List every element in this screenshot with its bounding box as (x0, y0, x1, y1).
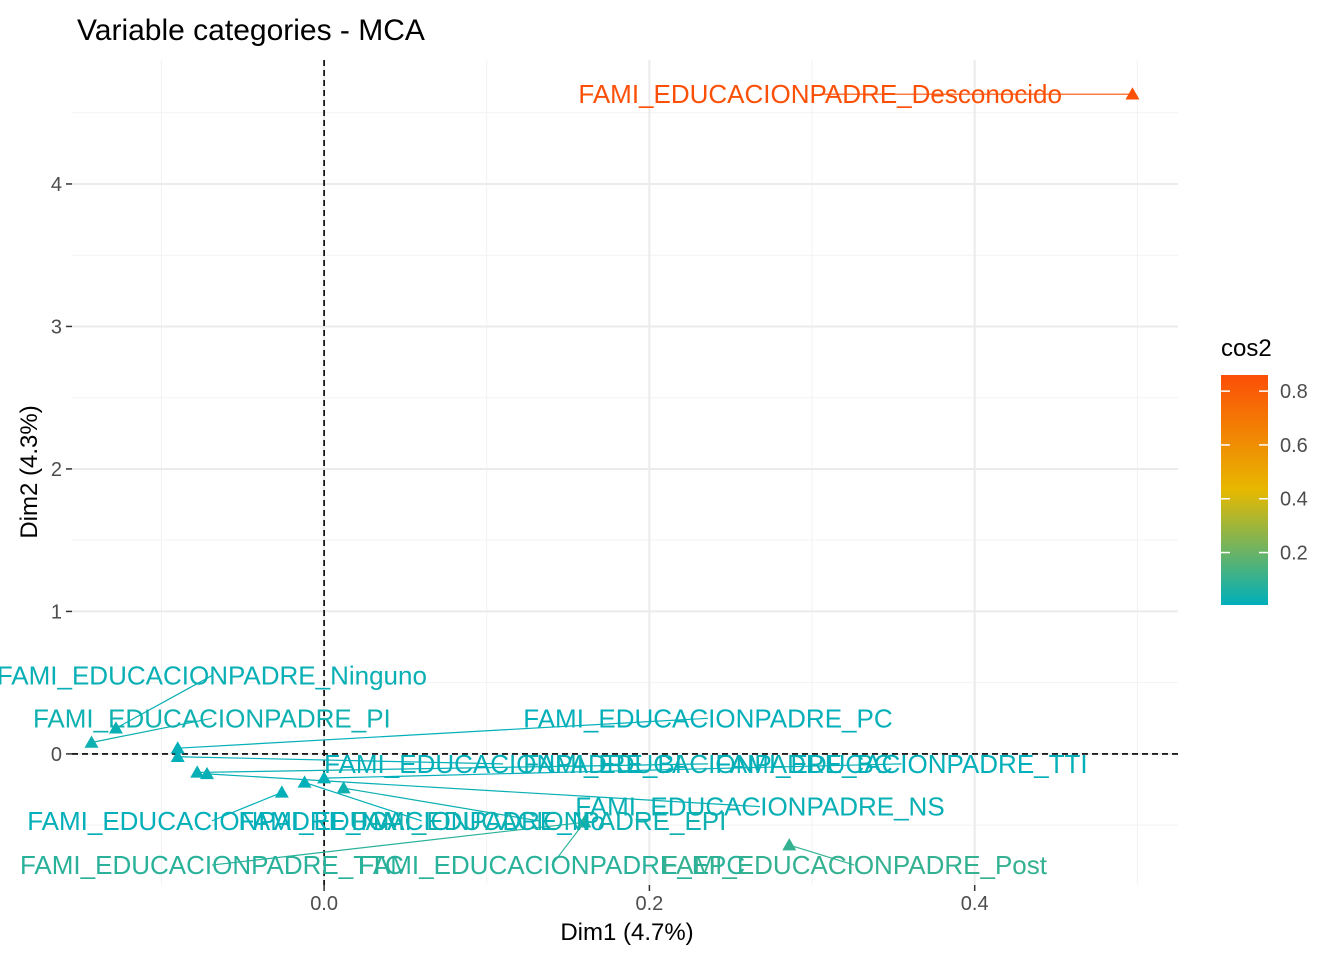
data-point-triangle (1125, 87, 1140, 100)
point-label: FAMI_EDUCACIONPADRE_Desconocido (578, 79, 1062, 109)
label-connector (324, 763, 902, 779)
point-label: FAMI_EDUCACIONPADRE_NS (575, 792, 944, 822)
x-axis-title: Dim1 (4.7%) (560, 919, 693, 946)
label-connector (343, 787, 539, 822)
label-connector (91, 717, 212, 744)
label-connector (211, 821, 585, 866)
data-point-triangle (170, 749, 185, 763)
label-connector (197, 763, 708, 774)
point-label: FAMI_EDUCACIONPADRE_PI (33, 703, 391, 733)
label-connector (206, 773, 761, 808)
data-point-triangle (170, 741, 185, 754)
x-axis-ticks: 0.0 0.2 0.4 (310, 885, 989, 915)
point-label: FAMI_EDUCACIONPADRE_EPC (358, 850, 745, 880)
legend: cos2 0.2 0.4 0.6 0.8 (1221, 335, 1308, 605)
point-label: FAMI_EDUCACIONPADRE_BC (523, 749, 892, 779)
label-connector (211, 791, 283, 822)
point-labels: FAMI_EDUCACIONPADRE_Desconocido FAMI_EDUC… (0, 79, 1088, 880)
data-point-triangle (317, 771, 332, 784)
point-label: FAMI_EDUCACIONPADRE_EPI (351, 806, 726, 836)
data-points (84, 87, 1140, 851)
y-tick-label: 2 (51, 459, 62, 481)
legend-tick-label: 0.4 (1280, 489, 1308, 511)
x-tick-label: 0.0 (310, 893, 338, 915)
y-tick-label: 0 (51, 744, 62, 766)
label-connector (789, 844, 855, 866)
label-connector (115, 675, 213, 729)
y-tick-label: 3 (51, 316, 62, 338)
x-tick-label: 0.2 (635, 893, 663, 915)
data-point-triangle (84, 735, 99, 748)
point-label: FAMI_EDUCACIONPADRE_BI (324, 749, 682, 779)
legend-ticks: 0.2 0.4 0.6 0.8 (1221, 381, 1308, 565)
point-label: FAMI_EDUCACIONPADRE_NA (27, 806, 397, 836)
legend-tick-label: 0.6 (1280, 435, 1308, 457)
point-label: FAMI_EDUCACIONPADRE_PC (523, 703, 892, 733)
grid-minor-lines (72, 60, 1178, 885)
data-point-triangle (577, 815, 592, 828)
y-tick-label: 1 (51, 601, 62, 623)
label-connector (551, 821, 585, 866)
y-axis-title: Dim2 (4.3%) (16, 405, 43, 538)
legend-tick-label: 0.2 (1280, 543, 1308, 565)
legend-tick-label: 0.8 (1280, 381, 1308, 403)
point-label: FAMI_EDUCACIONPADRE_Ninguno (0, 661, 427, 691)
point-label: FAMI_EDUCACIONPADRE_Post (662, 850, 1048, 880)
legend-colorbar (1221, 375, 1268, 605)
chart-title: Variable categories - MCA (77, 14, 425, 47)
data-point-triangle (336, 781, 351, 794)
label-connector (304, 781, 422, 822)
label-connector (177, 717, 708, 749)
x-tick-label: 0.4 (961, 893, 989, 915)
data-point-triangle (108, 721, 123, 734)
y-tick-label: 4 (51, 174, 62, 196)
reference-lines (72, 60, 1178, 885)
data-point-triangle (199, 766, 214, 780)
data-point-triangle (274, 785, 289, 798)
point-label: FAMI_EDUCACIONPADRE_No (238, 806, 605, 836)
label-connector-segments (91, 93, 1133, 866)
data-point-triangle (190, 765, 205, 778)
point-label: FAMI_EDUCACIONPADRE_TTI (715, 749, 1087, 779)
legend-title: cos2 (1221, 335, 1272, 362)
point-label: FAMI_EDUCACIONPADRE_TTC (20, 850, 404, 880)
data-point-triangle (297, 775, 312, 788)
label-connector (177, 756, 504, 765)
data-point-triangle (782, 838, 797, 851)
y-axis-ticks: 0 1 2 3 4 (51, 174, 72, 766)
